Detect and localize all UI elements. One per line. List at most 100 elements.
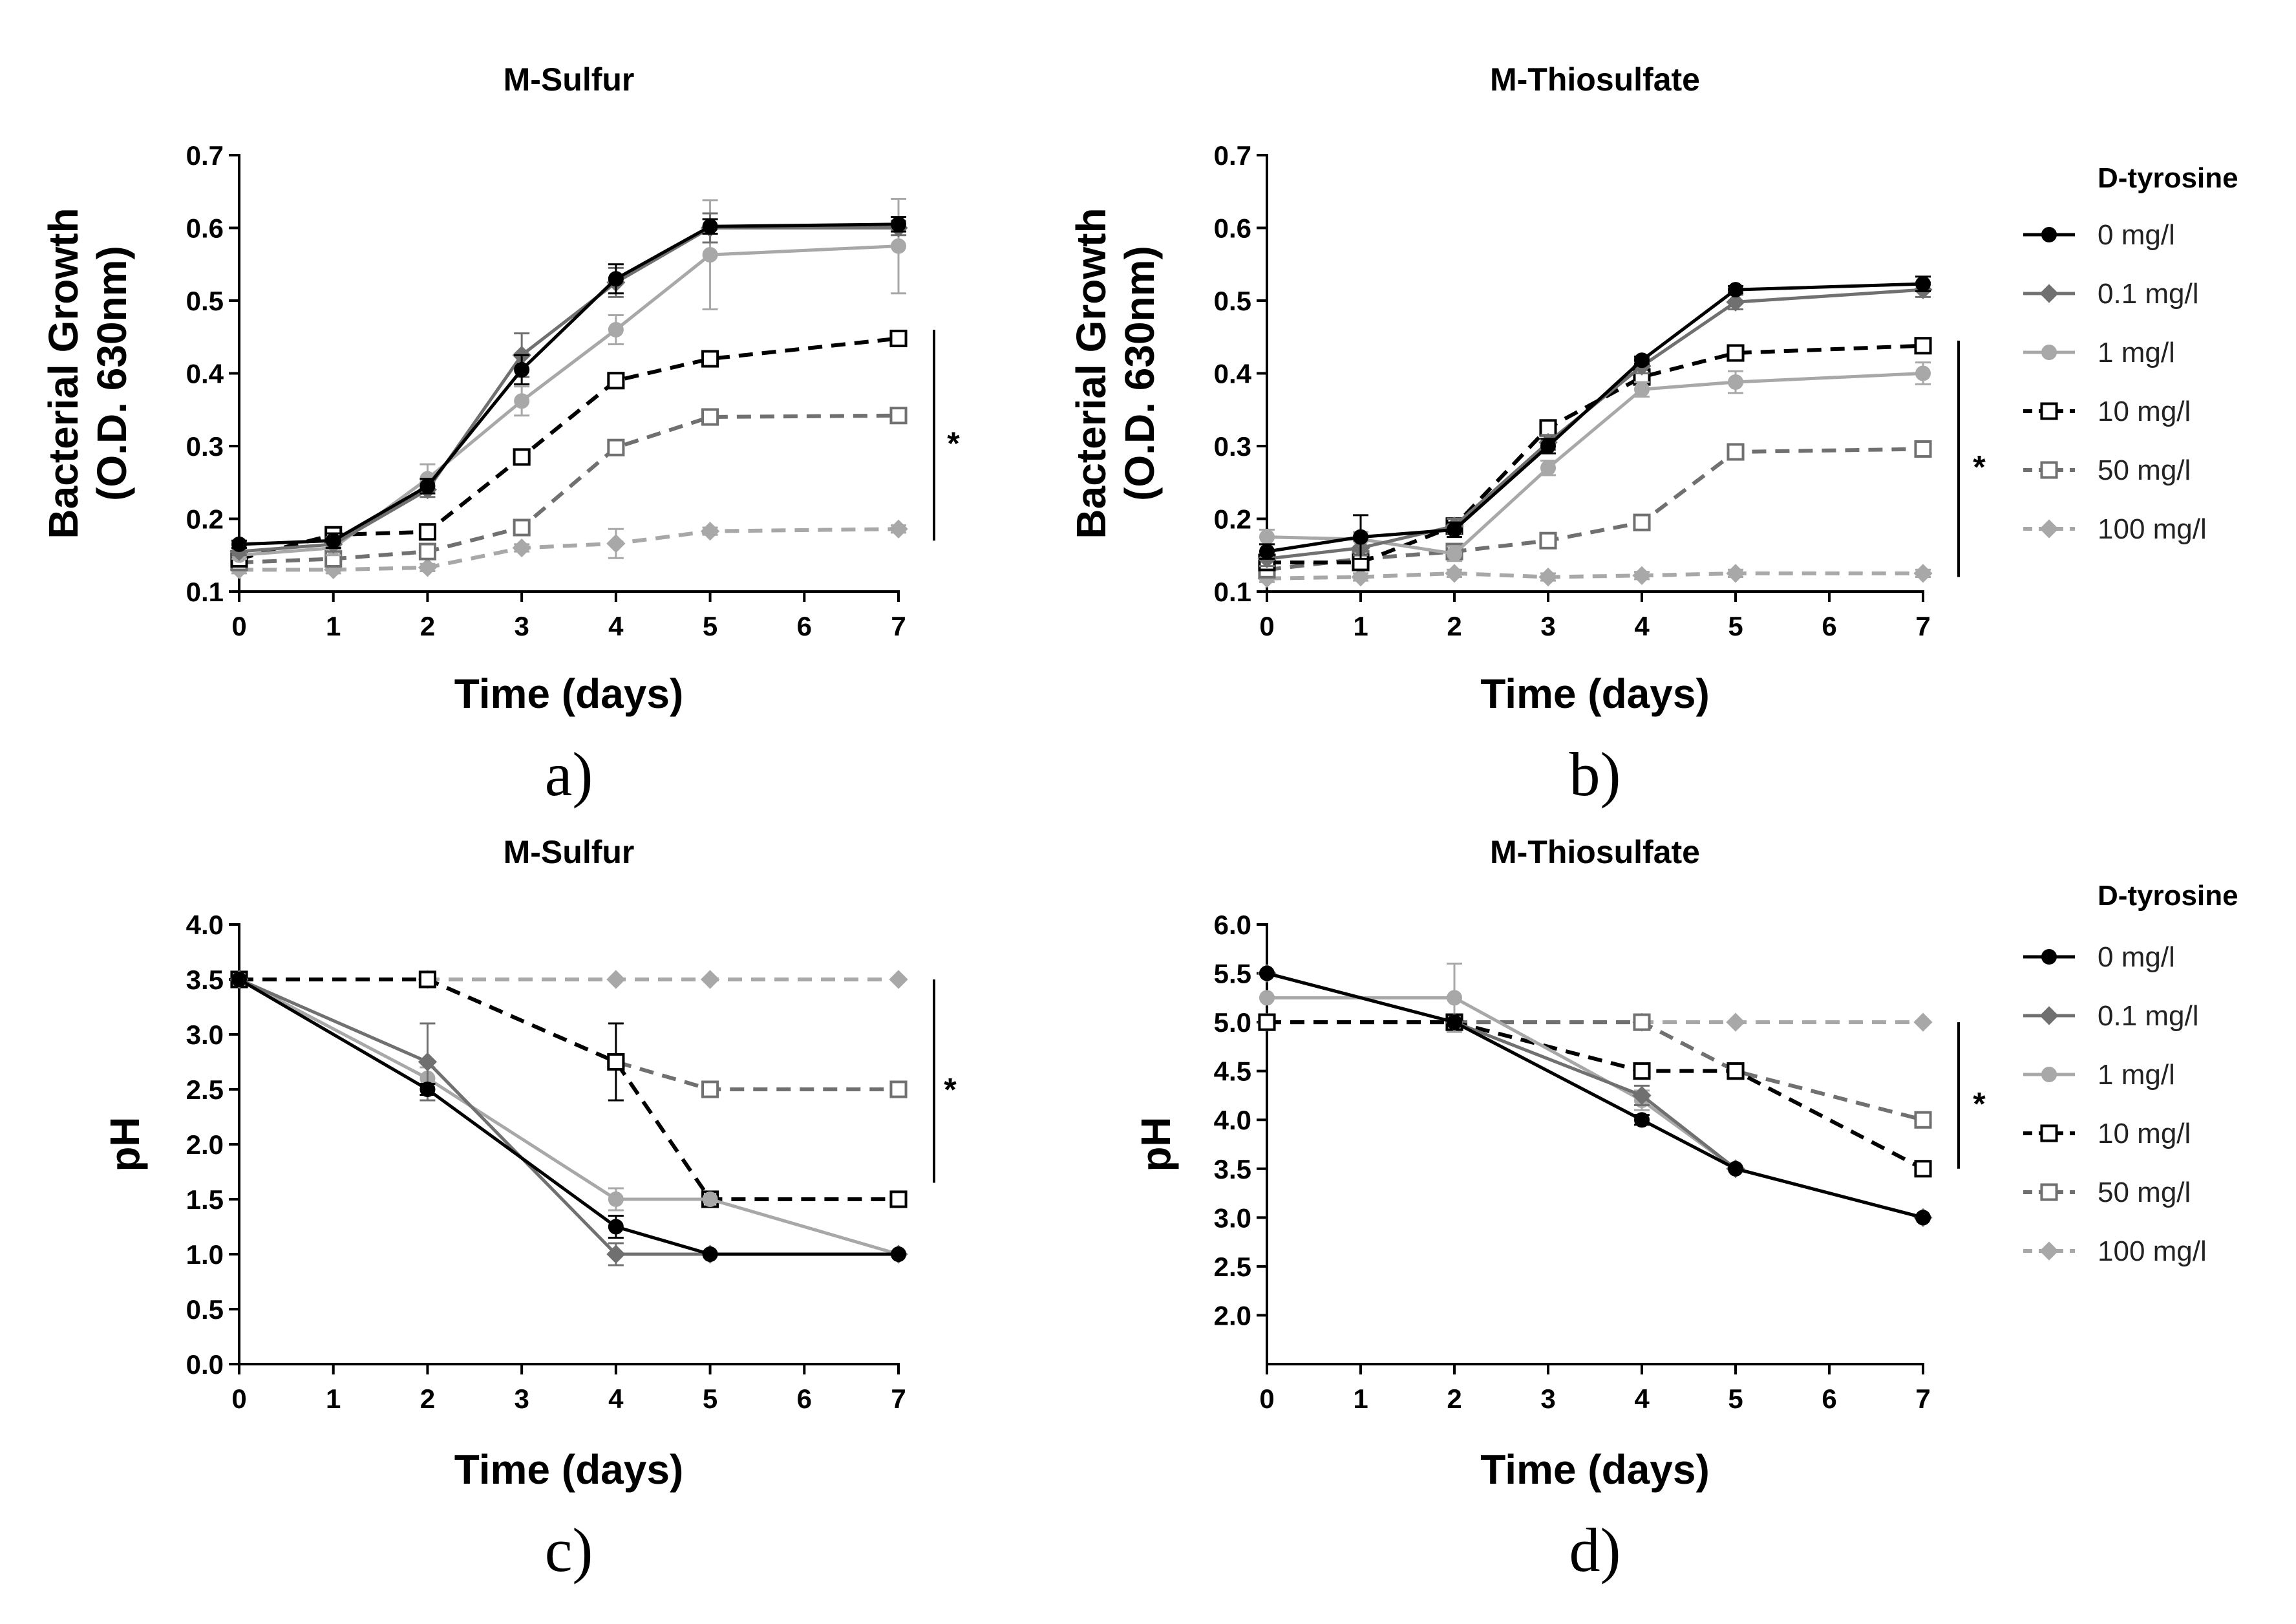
x-tick-label: 0 xyxy=(1259,1384,1274,1414)
data-point xyxy=(891,1246,906,1262)
legend-entry: 0.1 mg/l xyxy=(2023,278,2199,310)
data-point xyxy=(514,361,530,378)
panel-label: d) xyxy=(1569,1515,1621,1585)
data-point xyxy=(891,216,906,232)
x-tick-label: 4 xyxy=(1634,1384,1650,1414)
data-point xyxy=(325,533,341,549)
data-point xyxy=(513,518,531,537)
y-tick-label: 0.5 xyxy=(1214,286,1251,316)
data-point xyxy=(1353,529,1368,545)
data-point xyxy=(514,393,530,409)
chart-panel-1: M-Sulfur 0 1 2 3 4 5 6 7 0.1 0.2 0.3 0.4 0.5 0.6 0.7 Tim… xyxy=(40,61,960,809)
significance-star: * xyxy=(944,1071,957,1107)
y-axis-label: pH xyxy=(1132,1116,1179,1171)
y-tick-label: 0.6 xyxy=(1214,213,1251,244)
x-tick-label: 6 xyxy=(797,611,812,641)
significance-star: * xyxy=(1973,1085,1986,1122)
data-point xyxy=(608,322,624,337)
panel-label: a) xyxy=(545,740,593,809)
x-tick-label: 2 xyxy=(1447,611,1462,641)
series-line xyxy=(1267,1020,1924,1122)
legend-label: 1 mg/l xyxy=(2098,337,2175,369)
x-tick-label: 7 xyxy=(891,611,906,641)
data-point xyxy=(889,407,908,425)
series-100-mg-l xyxy=(229,970,908,989)
data-point xyxy=(700,522,720,541)
chart-panel-2: M-Thiosulfate 0 1 2 3 4 5 6 7 0.1 0.2 0.3 0.4 0.5 0.6 0… xyxy=(1068,61,1986,809)
legend-label: 0.1 mg/l xyxy=(2098,1000,2199,1032)
data-point xyxy=(1633,513,1651,531)
data-point xyxy=(1634,352,1650,369)
data-point xyxy=(418,970,436,988)
series-line xyxy=(239,336,899,561)
data-point xyxy=(702,247,718,263)
x-tick-label: 3 xyxy=(514,1384,529,1414)
legend-entry: 10 mg/l xyxy=(2023,396,2191,427)
legend-marker xyxy=(2041,1067,2057,1082)
data-point xyxy=(1632,1085,1652,1106)
chart-panel-4: M-Thiosulfate 0 1 2 3 4 5 6 7 2.0 2.5 3.0 3.5 4.0 4.5 5… xyxy=(1132,834,1986,1585)
y-tick-label: 2.0 xyxy=(186,1129,224,1160)
legend-entry: 50 mg/l xyxy=(2023,454,2191,486)
legend-label: 100 mg/l xyxy=(2098,513,2207,545)
legend-label: 0 mg/l xyxy=(2098,941,2175,973)
x-tick-label: 6 xyxy=(1822,611,1836,641)
y-axis-label: pH xyxy=(101,1116,148,1171)
data-point xyxy=(889,1190,908,1208)
x-tick-label: 7 xyxy=(1915,1384,1930,1414)
series-line xyxy=(1267,996,1924,1219)
data-point xyxy=(420,1082,436,1097)
y-axis-label-line1: Bacterial Growth xyxy=(40,208,87,539)
legend-entry: 10 mg/l xyxy=(2023,1118,2191,1149)
y-tick-label: 3.5 xyxy=(1214,1154,1251,1184)
series-line xyxy=(238,978,898,1256)
data-point xyxy=(1540,438,1556,454)
data-point xyxy=(420,478,436,494)
data-point xyxy=(1259,529,1275,545)
data-point xyxy=(1634,381,1650,398)
legend-label: 10 mg/l xyxy=(2098,1118,2191,1149)
data-point xyxy=(418,542,436,561)
data-point xyxy=(1540,460,1556,476)
series-0-1-mg-l xyxy=(229,212,908,561)
data-point xyxy=(1447,522,1462,538)
data-point xyxy=(606,970,626,989)
x-tick-label: 5 xyxy=(1728,1384,1743,1414)
legend-marker xyxy=(2040,461,2058,479)
y-tick-label: 5.0 xyxy=(1214,1007,1251,1038)
data-point xyxy=(608,1219,624,1235)
series-line xyxy=(238,978,899,1256)
x-tick-label: 7 xyxy=(891,1384,906,1414)
data-point xyxy=(889,970,908,989)
data-point xyxy=(1259,990,1275,1006)
y-tick-label: 2.0 xyxy=(1214,1300,1251,1330)
legend-title: D-tyrosine xyxy=(2098,162,2238,194)
x-axis-label: Time (days) xyxy=(454,670,684,717)
y-tick-label: 4.0 xyxy=(1214,1105,1251,1135)
legend-2: D-tyrosine 0 mg/l 0.1 mg/l 1 mg/l 10 mg/l 50 … xyxy=(2023,880,2238,1267)
y-tick-label: 4.0 xyxy=(186,910,224,940)
data-point xyxy=(418,1052,438,1072)
x-tick-label: 5 xyxy=(703,611,717,641)
data-point xyxy=(1633,1013,1651,1031)
series-1-mg-l xyxy=(231,198,906,563)
x-tick-label: 2 xyxy=(1447,1384,1462,1414)
legend-marker xyxy=(2041,227,2057,242)
data-point xyxy=(607,372,625,390)
data-point xyxy=(891,238,906,254)
legend-1: D-tyrosine 0 mg/l 0.1 mg/l 1 mg/l 10 mg/l 50 … xyxy=(2023,162,2238,545)
legend-entry: 1 mg/l xyxy=(2023,337,2175,369)
chart-panel-3: M-Sulfur 0 1 2 3 4 5 6 7 0.0 0.5 1.0 1.5 2.0 2.5 3.0 3.5… xyxy=(101,834,957,1585)
data-point xyxy=(1728,282,1743,298)
y-tick-label: 1.5 xyxy=(186,1184,224,1215)
data-point xyxy=(702,1191,718,1207)
data-point xyxy=(1726,564,1745,583)
y-tick-label: 5.5 xyxy=(1214,959,1251,989)
y-tick-label: 2.5 xyxy=(1214,1252,1251,1282)
data-point xyxy=(1727,344,1745,362)
data-point xyxy=(231,536,247,552)
legend-title: D-tyrosine xyxy=(2098,880,2238,912)
x-tick-label: 0 xyxy=(1259,611,1274,641)
y-tick-label: 2.5 xyxy=(186,1074,224,1105)
y-tick-label: 3.5 xyxy=(186,965,224,995)
